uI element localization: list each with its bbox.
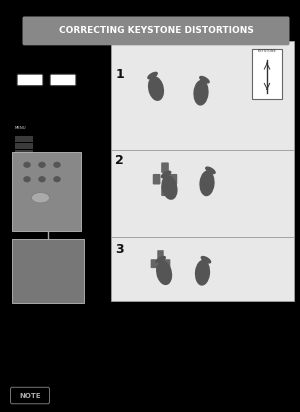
Ellipse shape: [23, 176, 31, 183]
Ellipse shape: [53, 176, 61, 183]
Ellipse shape: [23, 162, 31, 168]
Text: KEYSTONE: KEYSTONE: [258, 49, 276, 54]
FancyBboxPatch shape: [157, 268, 164, 277]
FancyBboxPatch shape: [161, 162, 169, 173]
FancyBboxPatch shape: [153, 174, 160, 185]
Ellipse shape: [38, 162, 46, 168]
Ellipse shape: [163, 176, 167, 182]
Bar: [12, 239, 84, 303]
FancyBboxPatch shape: [50, 74, 76, 86]
Bar: [15, 143, 33, 149]
Text: 1: 1: [116, 68, 124, 81]
Bar: [111, 41, 294, 301]
FancyBboxPatch shape: [157, 250, 164, 259]
Ellipse shape: [199, 76, 210, 84]
Text: NOTE: NOTE: [19, 393, 41, 398]
Text: 2: 2: [116, 154, 124, 168]
Ellipse shape: [32, 193, 50, 203]
FancyBboxPatch shape: [22, 16, 290, 45]
Text: MENU: MENU: [15, 126, 27, 130]
Ellipse shape: [148, 76, 164, 101]
Ellipse shape: [159, 262, 162, 266]
Ellipse shape: [147, 72, 158, 80]
Bar: [12, 152, 81, 231]
Ellipse shape: [205, 166, 216, 174]
Text: CORRECTING KEYSTONE DISTORTIONS: CORRECTING KEYSTONE DISTORTIONS: [58, 26, 253, 35]
Ellipse shape: [201, 256, 211, 264]
Ellipse shape: [38, 176, 46, 183]
Text: 3: 3: [116, 243, 124, 256]
Ellipse shape: [156, 260, 172, 285]
Ellipse shape: [194, 80, 208, 105]
FancyBboxPatch shape: [151, 259, 157, 268]
FancyBboxPatch shape: [17, 74, 43, 86]
Bar: [252, 49, 282, 99]
Ellipse shape: [155, 256, 166, 264]
Bar: [15, 136, 33, 142]
Ellipse shape: [195, 260, 210, 286]
FancyBboxPatch shape: [169, 174, 177, 185]
FancyBboxPatch shape: [161, 185, 169, 196]
Ellipse shape: [161, 171, 171, 178]
FancyBboxPatch shape: [164, 259, 170, 268]
Ellipse shape: [200, 171, 214, 196]
Ellipse shape: [161, 175, 178, 200]
Ellipse shape: [53, 162, 61, 168]
Bar: [15, 150, 33, 156]
